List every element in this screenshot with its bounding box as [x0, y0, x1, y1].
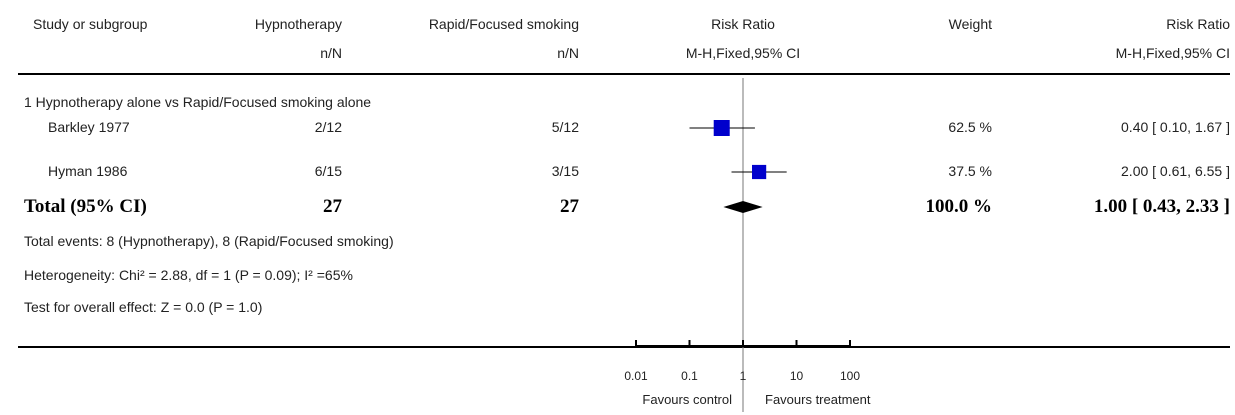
total-label: Total (95% CI): [24, 196, 147, 217]
study-group1-events: 2/12: [314, 119, 342, 135]
study-group2-events: 5/12: [551, 119, 579, 135]
x-axis-tick-label: 100: [840, 369, 860, 383]
header-method-mid: M-H,Fixed,95% CI: [685, 45, 801, 61]
header-method-right: M-H,Fixed,95% CI: [1115, 45, 1230, 61]
subgroup-title: 1 Hypnotherapy alone vs Rapid/Focused sm…: [24, 94, 372, 110]
study-marker: [752, 164, 767, 180]
x-axis-tick-label: 0.1: [681, 369, 698, 383]
axis-label-favours-treatment: Favours treatment: [765, 392, 871, 407]
study-weight: 62.5 %: [948, 119, 992, 135]
x-axis-tick-label: 0.01: [624, 369, 648, 383]
axis-label-favours-control: Favours control: [642, 392, 732, 407]
bottom-rule: [18, 346, 1230, 348]
header-study: Study or subgroup: [33, 16, 148, 32]
study-ci-text: 2.00 [ 0.61, 6.55 ]: [1121, 163, 1230, 179]
header-group2-sub: n/N: [557, 45, 579, 61]
footnote-heterogeneity: Heterogeneity: Chi² = 2.88, df = 1 (P = …: [24, 267, 353, 283]
footnote-events: Total events: 8 (Hypnotherapy), 8 (Rapid…: [24, 233, 394, 249]
x-axis-tick-label: 1: [740, 369, 747, 383]
study-ci-text: 0.40 [ 0.10, 1.67 ]: [1121, 119, 1230, 135]
header-weight: Weight: [948, 16, 992, 32]
study-name: Barkley 1977: [48, 119, 130, 135]
study-marker: [713, 120, 730, 136]
header-group2: Rapid/Focused smoking: [428, 16, 579, 32]
header-group1: Hypnotherapy: [254, 16, 342, 32]
study-group2-events: 3/15: [551, 163, 579, 179]
header-group1-sub: n/N: [320, 45, 342, 61]
footnote-overall: Test for overall effect: Z = 0.0 (P = 1.…: [24, 299, 263, 315]
study-name: Hyman 1986: [48, 163, 128, 179]
x-axis-tick-label: 10: [790, 369, 804, 383]
study-weight: 37.5 %: [948, 163, 992, 179]
total-group2: 27: [560, 196, 579, 217]
header-rule: [18, 73, 1230, 75]
total-ci-text: 1.00 [ 0.43, 2.33 ]: [1093, 196, 1230, 217]
header-effect-measure-right: Risk Ratio: [1166, 16, 1230, 32]
study-group1-events: 6/15: [314, 163, 342, 179]
header-effect-measure: Risk Ratio: [711, 16, 775, 32]
total-weight: 100.0 %: [925, 196, 993, 217]
pooled-diamond: [723, 201, 763, 213]
total-group1: 27: [323, 196, 342, 217]
